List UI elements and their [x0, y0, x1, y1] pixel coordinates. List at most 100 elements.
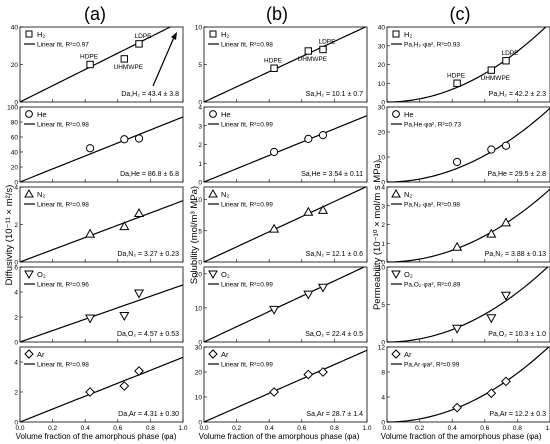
x-tick-label: 0.8 [330, 425, 339, 432]
panel-0-2: 0 2 4 N₂ Linear fit, R²=0.98 Da,N₂ = 3.27 ± 0… [14, 185, 184, 267]
legend: He Pa,He·φa², R²=0.73 [391, 110, 462, 129]
y-tick-label: 0 [198, 340, 202, 347]
y-tick-label: 6 [14, 265, 18, 272]
y-tick-label: 10 [195, 197, 203, 204]
legend-marker [209, 110, 217, 118]
plot-frame [203, 346, 368, 423]
data-point [318, 131, 328, 140]
data-point [304, 47, 313, 55]
legend-gas-label: Ar [221, 350, 229, 359]
point-label: HDPE [80, 54, 99, 61]
data-point [119, 312, 130, 321]
fit-parameter-annotation: Pa,O₂ = 10.3 ± 1.0 [488, 331, 546, 338]
data-point [486, 314, 497, 324]
data-point [133, 289, 145, 299]
legend-gas-label: H₂ [37, 30, 45, 39]
panel-2-0: 0 10 20 30 40 HDPE UHMWPE LDPE H₂ Pa,H₂·φa², R²=0… [378, 25, 550, 107]
x-tick-label: 0.2 [232, 425, 241, 432]
legend-fit-label: Linear fit, R²=0.99 [221, 282, 273, 289]
column-label-b: (b) [266, 4, 288, 24]
legend-marker [25, 30, 33, 38]
panel-0-4: 0 2 4 0.0 0.2 0.4 0.6 0.8 1.0 Ar Linear fit, R²=0.… [14, 346, 188, 432]
plot-frame [386, 346, 550, 423]
y-tick-label: 10 [378, 155, 386, 162]
fit-parameter-annotation: Da,N₂ = 3.27 ± 0.23 [117, 251, 179, 258]
fit-parameter-annotation: Pa,N₂ = 3.88 ± 0.13 [485, 251, 546, 258]
point-label: LDPE [134, 33, 152, 40]
y-tick-label: 0 [198, 100, 202, 107]
legend: H₂ Pa,H₂·φa², R²=0.93 [391, 30, 460, 49]
data-point [319, 45, 327, 54]
legend: H₂ Linear fit, R²=0.97 [24, 30, 89, 49]
y-tick-label: 4 [14, 185, 18, 192]
plot-frame [203, 266, 368, 343]
y-tick-label: 2 [14, 222, 18, 229]
fit-line [203, 115, 368, 183]
x-tick-label: 1.0 [178, 425, 187, 432]
data-point [120, 55, 129, 63]
data-point [452, 324, 463, 334]
y-tick-label: 3 [198, 123, 202, 130]
plot-frame [386, 106, 550, 183]
fit-parameter-annotation: Sa,Ar = 28.7 ± 1.4 [306, 411, 363, 418]
y-tick-label: 1 [381, 241, 385, 248]
plot-frame [19, 346, 184, 423]
data-point [85, 228, 96, 238]
panel-0-0: 0 20 40 HDPE UHMWPE LDPE H₂ Linear fit, R²=0.97… [11, 25, 184, 107]
y-tick-label: 20 [11, 165, 19, 172]
y-tick-label: 60 [11, 135, 19, 142]
panel-1-1: 0 1 2 3 4 He Linear fit, R²=0.99 Sa,He = 3.54 ±… [198, 105, 368, 187]
y-tick-label: 10 [378, 265, 386, 272]
legend: N₂ Linear fit, R²=0.99 [208, 188, 273, 209]
legend-marker [24, 349, 34, 359]
data-point [85, 314, 96, 324]
y-tick-label: 0 [381, 100, 385, 107]
x-tick-label: 0.4 [448, 425, 457, 432]
panel-1-0: 0 5 10 HDPE UHMWPE LDPE H₂ Linear fit, R²=0.98 S… [195, 25, 368, 107]
legend-fit-label: Linear fit, R²=0.98 [37, 202, 89, 209]
y-tick-label: 3 [381, 203, 385, 210]
data-point [502, 57, 510, 65]
legend-fit-label: Pa,Ar·φa², R²=0.99 [404, 362, 460, 369]
fit-line [203, 26, 366, 103]
legend-gas-label: N₂ [37, 190, 45, 199]
y-tick-label: 0 [381, 260, 385, 267]
panel-2-1: 0 10 20 30 He Pa,He·φa², R²=0.73 Pa,He = 29.5 … [378, 105, 550, 187]
y-tick-label: 4 [198, 105, 202, 112]
panel-2-3: 0 5 10 O₂ Pa,O₂·φa², R²=0.89 Pa,O₂ = 10.3 ± 1… [378, 265, 550, 347]
fit-parameter-annotation: Sa,He = 3.54 ± 0.11 [301, 171, 363, 178]
legend-fit-label: Pa,H₂·φa², R²=0.93 [404, 42, 460, 49]
data-point [317, 283, 329, 293]
legend-gas-label: He [221, 110, 231, 119]
data-point [120, 135, 129, 144]
y-tick-label: 0 [198, 180, 202, 187]
data-point [269, 387, 279, 397]
legend: Ar Linear fit, R²=0.98 [24, 349, 89, 369]
y-tick-label: 0 [14, 260, 18, 267]
fit-parameter-annotation: Pa,He = 29.5 ± 2.8 [487, 171, 546, 178]
y-tick-label: 40 [11, 25, 19, 32]
xlabel-b: Volume fraction of the amorphous phase (… [199, 432, 360, 441]
y-tick-label: 2 [14, 390, 18, 397]
xlabel-a: Volume fraction of the amorphous phase (… [16, 432, 177, 441]
y-tick-label: 30 [378, 43, 386, 50]
legend-fit-label: Pa,O₂·φa², R²=0.89 [404, 282, 461, 289]
legend-marker [392, 110, 400, 118]
y-tick-label: 0 [14, 100, 18, 107]
legend-gas-label: O₂ [404, 270, 413, 279]
y-tick-label: 0 [14, 180, 18, 187]
data-point [119, 221, 130, 231]
legend: O₂ Linear fit, R²=0.96 [24, 270, 89, 289]
y-tick-label: 0 [14, 420, 18, 427]
y-tick-label: 5 [381, 302, 385, 309]
data-point [304, 134, 313, 143]
legend-fit-label: Linear fit, R²=0.96 [37, 282, 89, 289]
data-point [452, 157, 462, 167]
y-tick-label: 10 [378, 81, 386, 88]
annotation-arrow [152, 34, 176, 87]
panel-2-4: 0 4 8 12 0.0 0.2 0.4 0.6 0.8 1.0 Ar Pa,Ar·φa², R²=0… [378, 345, 550, 432]
data-point [501, 376, 511, 387]
fit-line [386, 26, 547, 103]
y-tick-label: 20 [378, 130, 386, 137]
